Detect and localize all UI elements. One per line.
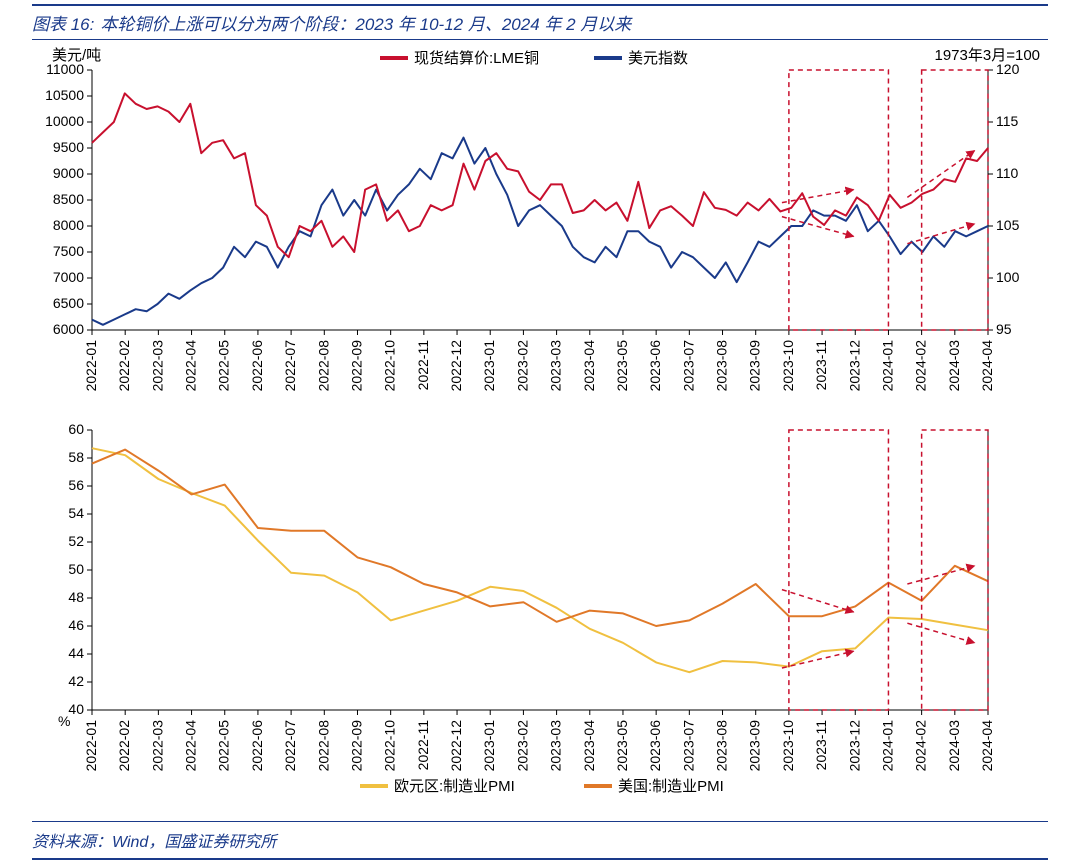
svg-text:2022-10: 2022-10 [382, 340, 398, 392]
svg-text:6500: 6500 [53, 295, 84, 311]
svg-text:10000: 10000 [45, 113, 84, 129]
svg-text:2022-02: 2022-02 [116, 720, 132, 772]
svg-text:9500: 9500 [53, 139, 84, 155]
svg-text:2023-06: 2023-06 [647, 340, 663, 392]
svg-text:2023-05: 2023-05 [614, 340, 630, 392]
svg-text:2023-04: 2023-04 [581, 340, 597, 392]
svg-text:2023-07: 2023-07 [680, 340, 696, 392]
chart-title-bar: 图表 16: 本轮铜价上涨可以分为两个阶段：2023 年 10-12 月、202… [32, 4, 1048, 40]
svg-text:46: 46 [68, 617, 84, 633]
svg-text:2022-11: 2022-11 [415, 340, 431, 391]
svg-text:2023-05: 2023-05 [614, 720, 630, 772]
svg-text:2023-11: 2023-11 [813, 340, 829, 391]
svg-text:44: 44 [68, 645, 84, 661]
svg-text:2023-02: 2023-02 [514, 720, 530, 772]
svg-text:48: 48 [68, 589, 84, 605]
svg-text:8500: 8500 [53, 191, 84, 207]
svg-text:2024-01: 2024-01 [879, 340, 895, 392]
svg-text:欧元区:制造业PMI: 欧元区:制造业PMI [394, 778, 515, 795]
svg-text:2022-06: 2022-06 [249, 340, 265, 392]
svg-text:2024-01: 2024-01 [879, 720, 895, 772]
svg-text:2023-03: 2023-03 [548, 340, 564, 392]
svg-text:58: 58 [68, 449, 84, 465]
svg-text:40: 40 [68, 701, 84, 717]
svg-text:2023-08: 2023-08 [714, 340, 730, 392]
svg-text:105: 105 [996, 217, 1020, 233]
svg-text:9000: 9000 [53, 165, 84, 181]
chart-source: 资料来源：Wind，国盛证券研究所 [32, 821, 1048, 860]
svg-text:2023-11: 2023-11 [813, 720, 829, 771]
svg-text:2023-09: 2023-09 [747, 340, 763, 392]
svg-text:7500: 7500 [53, 243, 84, 259]
svg-text:2023-04: 2023-04 [581, 720, 597, 772]
svg-text:2022-04: 2022-04 [183, 340, 199, 392]
svg-text:2024-02: 2024-02 [913, 340, 929, 392]
svg-text:52: 52 [68, 533, 84, 549]
svg-text:2022-10: 2022-10 [382, 720, 398, 772]
svg-text:2022-11: 2022-11 [415, 720, 431, 771]
svg-text:2022-05: 2022-05 [216, 340, 232, 392]
svg-text:2022-01: 2022-01 [83, 340, 99, 392]
svg-text:2024-03: 2024-03 [946, 340, 962, 392]
chart-title-prefix: 图表 16: [32, 10, 94, 35]
svg-text:2023-06: 2023-06 [647, 720, 663, 772]
svg-text:2022-01: 2022-01 [83, 720, 99, 772]
svg-text:2024-02: 2024-02 [913, 720, 929, 772]
svg-text:115: 115 [996, 113, 1019, 129]
dual-panel-chart: 6000 6500 7000 7500 8000 8500 9000 9500 10000 105… [32, 40, 1048, 810]
svg-text:2022-03: 2022-03 [149, 340, 165, 392]
svg-text:2024-04: 2024-04 [979, 720, 995, 772]
svg-text:2023-12: 2023-12 [846, 340, 862, 392]
svg-text:60: 60 [68, 421, 84, 437]
svg-text:2022-09: 2022-09 [348, 340, 364, 392]
svg-text:2022-07: 2022-07 [282, 720, 298, 772]
svg-text:2023-03: 2023-03 [548, 720, 564, 772]
svg-text:美元指数: 美元指数 [628, 50, 688, 67]
chart-figure: 图表 16: 本轮铜价上涨可以分为两个阶段：2023 年 10-12 月、202… [0, 0, 1080, 864]
svg-text:现货结算价:LME铜: 现货结算价:LME铜 [414, 49, 539, 67]
svg-text:2022-07: 2022-07 [282, 340, 298, 392]
svg-text:美国:制造业PMI: 美国:制造业PMI [618, 778, 724, 795]
svg-text:2023-08: 2023-08 [714, 720, 730, 772]
svg-text:2022-08: 2022-08 [315, 340, 331, 392]
svg-text:2022-05: 2022-05 [216, 720, 232, 772]
svg-text:2022-12: 2022-12 [448, 720, 464, 772]
svg-text:2022-04: 2022-04 [183, 720, 199, 772]
svg-text:7000: 7000 [53, 269, 84, 285]
svg-text:2023-10: 2023-10 [780, 720, 796, 772]
svg-text:2023-10: 2023-10 [780, 340, 796, 392]
svg-text:%: % [58, 713, 70, 729]
svg-text:2022-06: 2022-06 [249, 720, 265, 772]
svg-text:110: 110 [996, 165, 1019, 181]
svg-text:2023-12: 2023-12 [846, 720, 862, 772]
svg-text:2023-02: 2023-02 [514, 340, 530, 392]
svg-text:10500: 10500 [45, 87, 84, 103]
svg-text:2022-03: 2022-03 [149, 720, 165, 772]
svg-text:6000: 6000 [53, 321, 84, 337]
svg-text:8000: 8000 [53, 217, 84, 233]
svg-text:1973年3月=100: 1973年3月=100 [935, 47, 1041, 64]
svg-text:50: 50 [68, 561, 84, 577]
svg-text:2022-12: 2022-12 [448, 340, 464, 392]
svg-text:美元/吨: 美元/吨 [52, 47, 101, 64]
svg-text:95: 95 [996, 321, 1012, 337]
svg-text:2023-07: 2023-07 [680, 720, 696, 772]
svg-text:2023-09: 2023-09 [747, 720, 763, 772]
svg-text:56: 56 [68, 477, 84, 493]
svg-text:2024-03: 2024-03 [946, 720, 962, 772]
chart-title-text: 本轮铜价上涨可以分为两个阶段：2023 年 10-12 月、2024 年 2 月… [100, 10, 631, 35]
svg-text:2022-09: 2022-09 [348, 720, 364, 772]
svg-text:2024-04: 2024-04 [979, 340, 995, 392]
svg-text:54: 54 [68, 505, 84, 521]
svg-text:2023-01: 2023-01 [481, 720, 497, 772]
svg-text:2022-08: 2022-08 [315, 720, 331, 772]
svg-text:2022-02: 2022-02 [116, 340, 132, 392]
svg-text:100: 100 [996, 269, 1020, 285]
svg-text:42: 42 [68, 673, 84, 689]
svg-text:2023-01: 2023-01 [481, 340, 497, 392]
